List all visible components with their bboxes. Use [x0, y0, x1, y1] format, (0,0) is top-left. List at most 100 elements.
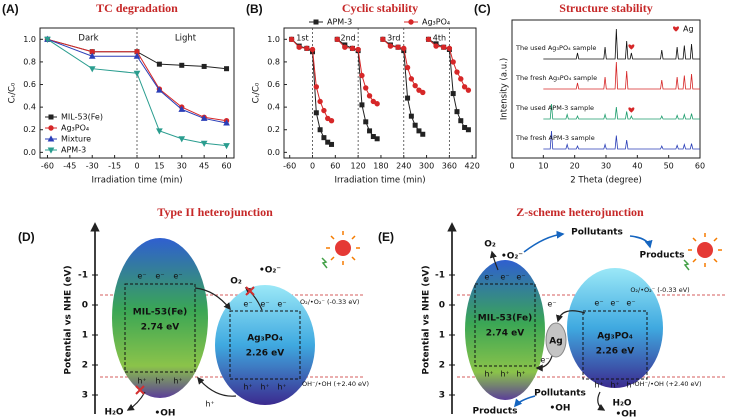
x-tick-label: 0: [310, 162, 315, 171]
flow-arrow: [629, 235, 653, 249]
level-label: O₂/•O₂⁻ (-0.33 eV): [300, 298, 359, 306]
annotation: 3rd: [387, 34, 400, 43]
sun: [697, 242, 713, 258]
marker: [405, 95, 411, 101]
chart: (C) Structure stability 0 10 20 30 40 50 60 2 The…: [474, 1, 705, 186]
x-tick-label: -15: [108, 162, 121, 171]
marker: [44, 36, 51, 43]
legend-label: MIL-53(Fe): [61, 113, 103, 122]
marker: [401, 45, 407, 52]
marker: [296, 44, 302, 50]
marker: [309, 46, 316, 53]
sun-rays: [326, 231, 360, 265]
light-ray: [321, 257, 328, 269]
axis-tick-label: 0: [439, 301, 445, 311]
chart: (B) Cyclic stability -60 0 60 120 180 240 300 360…: [246, 1, 480, 186]
x-tick-label: 20: [570, 162, 580, 171]
y-tick-label: 0.2: [267, 125, 280, 134]
x-tick-label: -60: [283, 162, 296, 171]
marker: [334, 36, 340, 43]
series-label: The used APM-3 sample: [515, 104, 594, 112]
marker: [317, 98, 323, 105]
axis-tick-label: 3: [82, 391, 88, 401]
plot-frame: [283, 27, 477, 159]
potential-axis: -1 0 1 2 3: [435, 222, 457, 414]
axis-tick-label: 2: [439, 361, 445, 371]
level-label: OH⁻/•OH (+2.40 eV): [634, 380, 701, 388]
band-gap: 2.26 eV: [246, 349, 284, 359]
species: •OH: [550, 404, 571, 414]
marker: [450, 91, 456, 97]
electron-arrow: [535, 355, 553, 372]
x-tick-label: 45: [199, 162, 209, 171]
marker: [313, 84, 320, 90]
carrier: h⁺: [626, 381, 635, 390]
series-line: [291, 38, 469, 122]
marker: [156, 86, 163, 93]
marker: [363, 119, 369, 125]
marker: [446, 45, 453, 52]
material-name: MIL-53(Fe): [478, 314, 532, 324]
annotation: 2nd: [341, 34, 356, 43]
marker: [88, 52, 96, 59]
x-tick-label: 120: [350, 162, 365, 171]
legend-marker: [672, 26, 680, 32]
chart-title: Cyclic stability: [342, 1, 418, 15]
carrier: h⁺: [205, 400, 214, 409]
sun-icon: [683, 233, 722, 271]
sun-rays: [688, 233, 722, 267]
carrier: e⁻: [500, 273, 509, 282]
band-ellipse: [465, 260, 545, 400]
material-name: Ag₃PO₄: [597, 332, 633, 342]
y-tick-label: 0.4: [267, 103, 280, 112]
species: Products: [639, 251, 684, 261]
carrier: h⁺: [516, 370, 525, 379]
axis-tick-label: 0: [82, 301, 88, 311]
marker: [47, 147, 55, 154]
axis-label: Potential vs NHE (eV): [64, 265, 74, 374]
peak-marker: [628, 107, 635, 113]
carrier: h⁺: [260, 383, 269, 392]
band-box: [229, 310, 301, 380]
oxidation-arrow: [126, 391, 146, 411]
light-ray: [683, 259, 690, 271]
marker: [425, 36, 432, 43]
band-box: [474, 283, 536, 367]
species: •O₂⁻: [501, 252, 523, 262]
y-tick-label: 0.2: [23, 125, 36, 134]
species: H₂O: [104, 408, 123, 418]
y-tick-label: 0.8: [267, 57, 280, 66]
band-gap: 2.26 eV: [596, 347, 634, 357]
marker: [223, 119, 230, 126]
chart-title: TC degradation: [96, 1, 178, 15]
axis-tick-label: -1: [78, 271, 88, 281]
x-tick-label: 420: [465, 162, 480, 171]
marker: [133, 52, 141, 59]
carrier: h⁺: [594, 381, 603, 390]
blocked-mark: [245, 286, 255, 296]
marker: [224, 66, 230, 72]
band-box: [124, 283, 196, 373]
marker: [313, 19, 319, 25]
carrier: h⁺: [155, 377, 164, 386]
marker: [223, 143, 230, 150]
x-tick-label: 40: [632, 162, 642, 171]
marker: [395, 44, 401, 50]
band-ellipse: [112, 238, 208, 398]
carrier: h⁺: [243, 383, 252, 392]
marker: [47, 135, 55, 142]
flow-arrow: [513, 395, 536, 408]
marker: [178, 136, 186, 143]
marker: [304, 45, 310, 52]
axis-tick-label: 3: [439, 391, 445, 401]
x-tick-label: 30: [177, 162, 187, 171]
x-tick-label: -45: [63, 162, 76, 171]
diagram-title: Z-scheme heterojunction: [516, 205, 644, 219]
legend-label: APM-3: [61, 146, 86, 155]
marker: [367, 128, 373, 134]
marker: [420, 89, 426, 96]
x-axis-label: Irradiation time (min): [334, 176, 425, 186]
carrier: e⁻: [626, 299, 635, 308]
carrier: h⁺: [500, 370, 509, 379]
carrier: h⁺: [173, 377, 182, 386]
